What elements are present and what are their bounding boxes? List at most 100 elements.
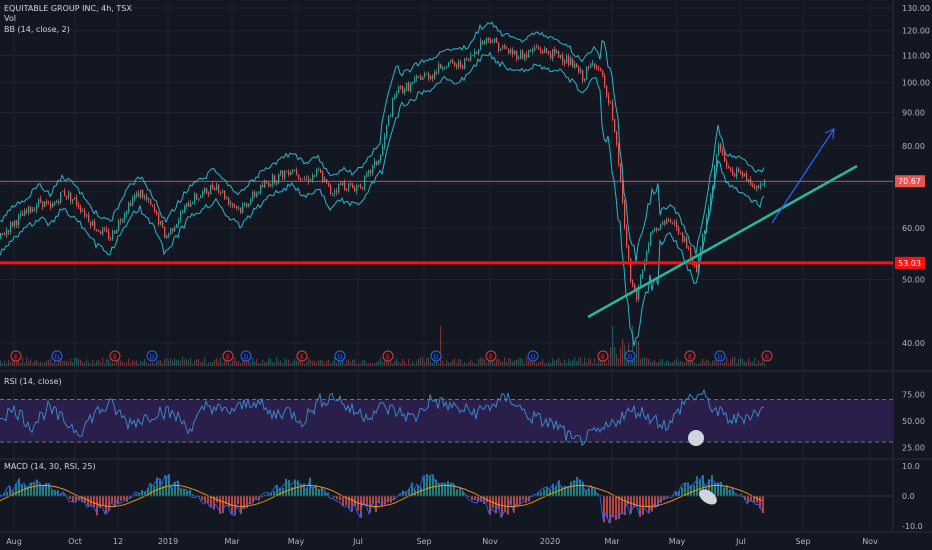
volume-bar: [426, 357, 428, 366]
candle-body: [414, 78, 416, 83]
macd-histogram-bar: [336, 496, 338, 500]
volume-bar: [580, 357, 582, 366]
candle-body: [130, 202, 132, 206]
volume-bar: [672, 361, 674, 366]
candle-body: [136, 192, 138, 196]
volume-bar: [408, 358, 410, 366]
candle-body: [488, 37, 490, 41]
candle-body: [102, 228, 104, 235]
candle-body: [576, 63, 578, 68]
macd-histogram-bar: [198, 496, 200, 498]
candle-body: [614, 119, 616, 132]
candle-body: [226, 197, 228, 199]
candle-body: [402, 86, 404, 93]
volume-legend[interactable]: Vol: [4, 14, 16, 23]
candle-body: [214, 188, 216, 190]
macd-histogram-bar: [255, 496, 257, 500]
candle-body: [334, 190, 336, 194]
candle-body: [26, 210, 28, 213]
macd-histogram-bar: [642, 496, 644, 515]
symbol-legend[interactable]: EQUITABLE GROUP INC, 4h, TSX: [4, 4, 132, 13]
macd-histogram-bar: [627, 496, 629, 505]
price-axis: 130.00120.00110.00100.0090.0080.0070.006…: [902, 4, 930, 348]
candle-body: [530, 49, 532, 52]
volume-bar: [654, 360, 656, 366]
volume-bar: [412, 360, 414, 366]
volume-bar: [466, 363, 468, 366]
candle-body: [364, 176, 366, 189]
volume-bar: [668, 361, 670, 366]
candle-body: [24, 210, 26, 216]
candle-body: [682, 232, 684, 242]
candle-body: [380, 155, 382, 161]
macd-legend[interactable]: MACD (14, 30, RSI, 25): [4, 462, 96, 471]
candle-body: [138, 192, 140, 198]
volume-bar: [764, 362, 766, 366]
candle-body: [150, 199, 152, 205]
volume-bar: [356, 363, 358, 366]
macd-axis-tick: 10.0: [902, 462, 920, 471]
bollinger-legend[interactable]: BB (14, close, 2): [4, 25, 70, 34]
macd-histogram-bar: [762, 496, 764, 514]
candle-body: [48, 203, 50, 205]
volume-bar: [400, 363, 402, 366]
macd-histogram-bar: [219, 496, 221, 514]
volume-bar: [730, 358, 732, 366]
rsi-legend[interactable]: RSI (14, close): [4, 377, 62, 386]
volume-bar: [594, 358, 596, 366]
volume-bar: [576, 361, 578, 366]
candle-body: [638, 286, 640, 300]
macd-histogram-bar: [339, 496, 341, 501]
last-price-badge-text: 70.67: [898, 177, 921, 186]
volume-bar: [472, 362, 474, 366]
earnings-badge-label: E: [765, 353, 769, 361]
candle-body: [278, 173, 280, 182]
candle-body: [70, 193, 72, 202]
macd-histogram-bar: [72, 496, 74, 503]
time-axis-tick: 2019: [158, 537, 178, 546]
candle-body: [84, 211, 86, 216]
volume-bar: [470, 359, 472, 366]
volume-bar: [582, 363, 584, 366]
candle-body: [282, 170, 284, 178]
volume-bar: [276, 357, 278, 366]
volume-bar: [584, 357, 586, 366]
volume-bar: [554, 361, 556, 366]
volume-bar: [328, 359, 330, 366]
candle-body: [750, 179, 752, 186]
candle-body: [564, 61, 566, 64]
macd-histogram-bar: [192, 494, 194, 496]
volume-bar: [414, 363, 416, 366]
candle-body: [604, 75, 606, 86]
candle-body: [652, 230, 654, 233]
volume-bar: [728, 362, 730, 366]
candle-body: [474, 51, 476, 56]
volume-bar: [166, 357, 168, 366]
macd-histogram-bar: [15, 483, 17, 496]
macd-histogram-bar: [678, 491, 680, 496]
candle-body: [208, 192, 210, 195]
volume-bar: [68, 362, 70, 366]
volume-bar: [586, 362, 588, 366]
volume-bar: [390, 360, 392, 366]
candle-body: [504, 45, 506, 49]
volume-bar: [150, 363, 152, 366]
candle-body: [630, 258, 632, 281]
macd-histogram-bar: [759, 496, 761, 509]
candle-body: [260, 184, 262, 193]
macd-histogram-bar: [33, 482, 35, 496]
volume-bar: [372, 363, 374, 366]
candle-body: [64, 191, 66, 197]
candle-body: [178, 220, 180, 225]
candle-body: [104, 228, 106, 230]
volume-bar: [738, 359, 740, 366]
earnings-badge-label: E: [113, 353, 117, 361]
candle-body: [146, 196, 148, 200]
volume-bar: [538, 362, 540, 366]
volume-bar: [454, 358, 456, 366]
volume-bar: [204, 357, 206, 366]
candle-body: [200, 195, 202, 199]
candle-body: [164, 226, 166, 239]
